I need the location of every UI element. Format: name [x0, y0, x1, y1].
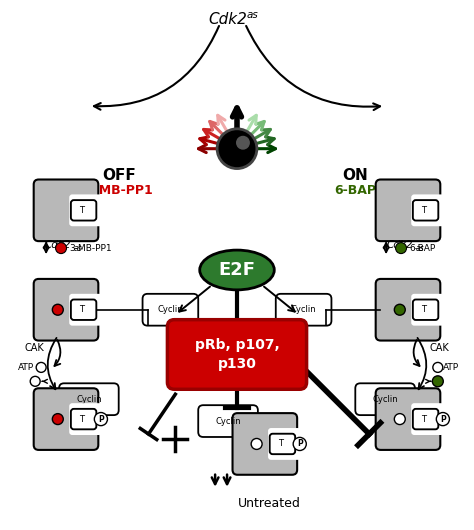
- Circle shape: [217, 129, 257, 169]
- Circle shape: [394, 413, 405, 425]
- Text: Cyclin: Cyclin: [372, 395, 398, 404]
- Text: as: as: [73, 244, 82, 253]
- Text: Cdk2: Cdk2: [209, 12, 247, 27]
- Text: T: T: [79, 206, 84, 215]
- FancyBboxPatch shape: [34, 388, 98, 450]
- FancyBboxPatch shape: [69, 195, 102, 226]
- FancyBboxPatch shape: [71, 409, 96, 429]
- Circle shape: [236, 136, 250, 149]
- FancyBboxPatch shape: [376, 388, 440, 450]
- FancyBboxPatch shape: [143, 294, 198, 325]
- Text: pRb, p107,
p130: pRb, p107, p130: [195, 338, 279, 370]
- Circle shape: [396, 243, 407, 253]
- FancyBboxPatch shape: [411, 195, 444, 226]
- Text: Cyclin: Cyclin: [291, 305, 317, 314]
- Circle shape: [55, 243, 66, 253]
- Circle shape: [36, 363, 46, 373]
- Circle shape: [394, 304, 405, 315]
- Text: E2F: E2F: [219, 261, 255, 279]
- Text: P: P: [98, 414, 104, 423]
- FancyBboxPatch shape: [59, 383, 118, 415]
- Text: ATP: ATP: [18, 363, 34, 372]
- FancyBboxPatch shape: [69, 294, 102, 325]
- Circle shape: [52, 304, 63, 315]
- FancyBboxPatch shape: [233, 413, 297, 475]
- Circle shape: [432, 376, 443, 387]
- FancyBboxPatch shape: [198, 405, 258, 437]
- Text: as: as: [416, 244, 424, 253]
- Text: OFF: OFF: [102, 168, 136, 183]
- Text: Cdk2: Cdk2: [45, 240, 71, 250]
- Text: 6-BAP: 6-BAP: [409, 244, 435, 253]
- Circle shape: [94, 412, 108, 426]
- Text: Cdk2: Cdk2: [387, 240, 413, 250]
- Text: P: P: [440, 414, 446, 423]
- FancyBboxPatch shape: [167, 320, 307, 389]
- Text: T: T: [421, 206, 426, 215]
- FancyBboxPatch shape: [413, 200, 438, 220]
- FancyBboxPatch shape: [413, 409, 438, 429]
- FancyBboxPatch shape: [34, 180, 98, 241]
- Text: P: P: [297, 439, 302, 448]
- FancyBboxPatch shape: [413, 299, 438, 320]
- Text: T: T: [421, 305, 426, 314]
- FancyBboxPatch shape: [268, 428, 301, 460]
- FancyBboxPatch shape: [376, 279, 440, 341]
- Text: T: T: [79, 414, 84, 423]
- FancyBboxPatch shape: [411, 403, 444, 435]
- Ellipse shape: [200, 250, 274, 290]
- FancyBboxPatch shape: [356, 383, 415, 415]
- FancyBboxPatch shape: [71, 299, 96, 320]
- Text: Cyclin: Cyclin: [215, 417, 241, 426]
- Text: T: T: [421, 414, 426, 423]
- Text: 6-BAP: 6-BAP: [334, 184, 376, 197]
- FancyBboxPatch shape: [276, 294, 331, 325]
- Circle shape: [433, 363, 443, 373]
- FancyBboxPatch shape: [71, 200, 96, 220]
- Text: Cyclin: Cyclin: [157, 305, 183, 314]
- Text: ON: ON: [342, 168, 368, 183]
- Circle shape: [251, 438, 262, 449]
- Text: T: T: [278, 439, 283, 448]
- FancyBboxPatch shape: [376, 180, 440, 241]
- Text: Untreated: Untreated: [238, 497, 301, 510]
- Circle shape: [293, 437, 306, 450]
- FancyBboxPatch shape: [34, 279, 98, 341]
- Text: ATP: ATP: [443, 363, 459, 372]
- FancyBboxPatch shape: [411, 294, 444, 325]
- Text: T: T: [79, 305, 84, 314]
- Text: 3-MB-PP1: 3-MB-PP1: [69, 244, 111, 253]
- Text: CAK: CAK: [24, 342, 44, 352]
- Text: CAK: CAK: [430, 342, 450, 352]
- Circle shape: [30, 376, 40, 386]
- Text: 3-MB-PP1: 3-MB-PP1: [85, 184, 153, 197]
- Circle shape: [52, 413, 63, 425]
- FancyBboxPatch shape: [270, 434, 295, 454]
- Circle shape: [437, 412, 449, 426]
- FancyBboxPatch shape: [69, 403, 102, 435]
- Text: as: as: [247, 11, 259, 21]
- Text: Cyclin: Cyclin: [76, 395, 102, 404]
